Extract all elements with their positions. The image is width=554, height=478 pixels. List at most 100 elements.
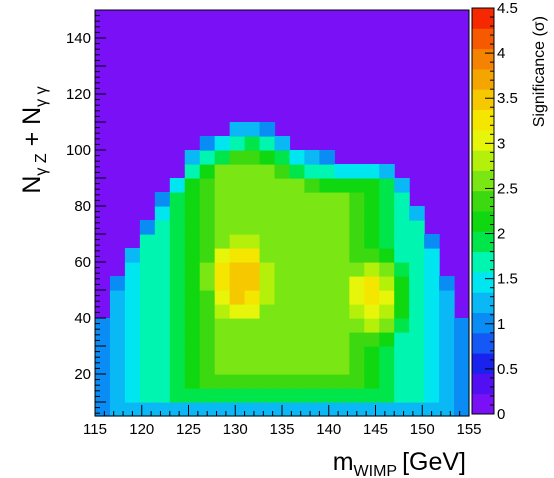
heatmap-cell (439, 332, 455, 347)
heatmap-cell (214, 248, 231, 263)
heatmap-cell (319, 206, 335, 221)
heatmap-cell (394, 262, 410, 277)
heatmap-cell (304, 220, 320, 235)
heatmap-cell (379, 248, 395, 263)
z-axis-title: Significance (σ) (531, 16, 548, 127)
palette-swatch (472, 8, 494, 29)
heatmap-cell (304, 192, 320, 207)
heatmap-cell (454, 374, 470, 389)
heatmap-cell (244, 332, 261, 347)
heatmap-cell (169, 374, 186, 389)
heatmap-cell (334, 332, 350, 347)
heatmap-cell (259, 304, 276, 319)
heatmap-cell (184, 318, 201, 333)
heatmap-cell (154, 206, 171, 221)
heatmap-cell (169, 388, 186, 403)
heatmap-cell (349, 360, 365, 375)
heatmap-cell (214, 332, 231, 347)
heatmap-cell (349, 402, 365, 417)
y-tick-label: 100 (66, 142, 91, 159)
heatmap-cell (424, 262, 440, 277)
z-tick-label: 3.5 (497, 90, 518, 107)
heatmap-cell (304, 388, 320, 403)
heatmap-cell (409, 290, 425, 305)
heatmap-cell (379, 192, 395, 207)
heatmap-cell (139, 234, 156, 249)
heatmap-cell (199, 360, 216, 375)
palette-swatch (472, 353, 494, 374)
heatmap-cell (349, 178, 365, 193)
heatmap-cell (184, 192, 201, 207)
heatmap-cell (319, 374, 335, 389)
heatmap-cell (304, 276, 320, 291)
x-tick-label: 135 (269, 421, 294, 438)
palette-swatch (472, 373, 494, 395)
heatmap-cell (259, 164, 276, 179)
heatmap-cell (364, 346, 380, 361)
heatmap-cell (199, 388, 216, 403)
heatmap-cell (139, 290, 156, 305)
heatmap-cell (274, 206, 291, 221)
heatmap-cell (349, 318, 365, 333)
heatmap-cell (214, 206, 231, 221)
heatmap-cell (364, 234, 380, 249)
heatmap-cell (169, 402, 186, 417)
heatmap-cell (424, 346, 440, 361)
heatmap-cell (274, 220, 291, 235)
heatmap-cell (334, 248, 350, 263)
heatmap-cell (184, 206, 201, 221)
heatmap-cell (95, 332, 111, 347)
heatmap-cell (184, 304, 201, 319)
palette-swatch (472, 150, 494, 171)
heatmap-cell (334, 206, 350, 221)
heatmap-cell (229, 248, 246, 263)
heatmap-cell (439, 360, 455, 375)
heatmap-cell (424, 332, 440, 347)
heatmap-cell (379, 360, 395, 375)
heatmap-cell (229, 178, 246, 193)
heatmap-cell (319, 276, 335, 291)
heatmap-cell (199, 164, 216, 179)
heatmap-cell (244, 178, 261, 193)
heatmap-cell (244, 402, 261, 417)
heatmap-cell (349, 248, 365, 263)
heatmap-cell (424, 234, 440, 249)
heatmap-cell (364, 248, 380, 263)
heatmap-cell (169, 346, 186, 361)
heatmap-cell (139, 318, 156, 333)
heatmap-cell (244, 248, 261, 263)
heatmap-cell (334, 234, 350, 249)
heatmap-cell (319, 220, 335, 235)
heatmap-cell (439, 276, 455, 291)
heatmap-cell (259, 192, 276, 207)
heatmap-cell (229, 290, 246, 305)
heatmap-cell (394, 234, 410, 249)
heatmap-cell (154, 276, 171, 291)
heatmap-cell (424, 304, 440, 319)
heatmap-cell (319, 332, 335, 347)
heatmap-cell (259, 122, 276, 137)
heatmap-cell (349, 206, 365, 221)
heatmap-cell (229, 360, 246, 375)
heatmap-cell (319, 248, 335, 263)
heatmap-cell (319, 150, 335, 165)
heatmap-cell (394, 206, 410, 221)
z-axis: 0 0.5 1 1.5 2 2.5 3 3.5 4 4.5 (485, 0, 518, 423)
heatmap-cell (274, 178, 291, 193)
heatmap-cell (409, 346, 425, 361)
heatmap-cell (439, 346, 455, 361)
heatmap-cell (229, 332, 246, 347)
heatmap-cell (379, 276, 395, 291)
y-tick-label: 60 (74, 254, 91, 271)
heatmap-cell (319, 178, 335, 193)
z-tick-label: 1 (497, 316, 505, 333)
heatmap-cell (199, 136, 216, 151)
heatmap-cell (214, 304, 231, 319)
heatmap-cell (109, 318, 126, 333)
heatmap-cell (244, 290, 261, 305)
heatmap-cell (184, 220, 201, 235)
heatmap-cell (139, 374, 156, 389)
heatmap-cell (124, 346, 141, 361)
palette-swatch (472, 292, 494, 313)
